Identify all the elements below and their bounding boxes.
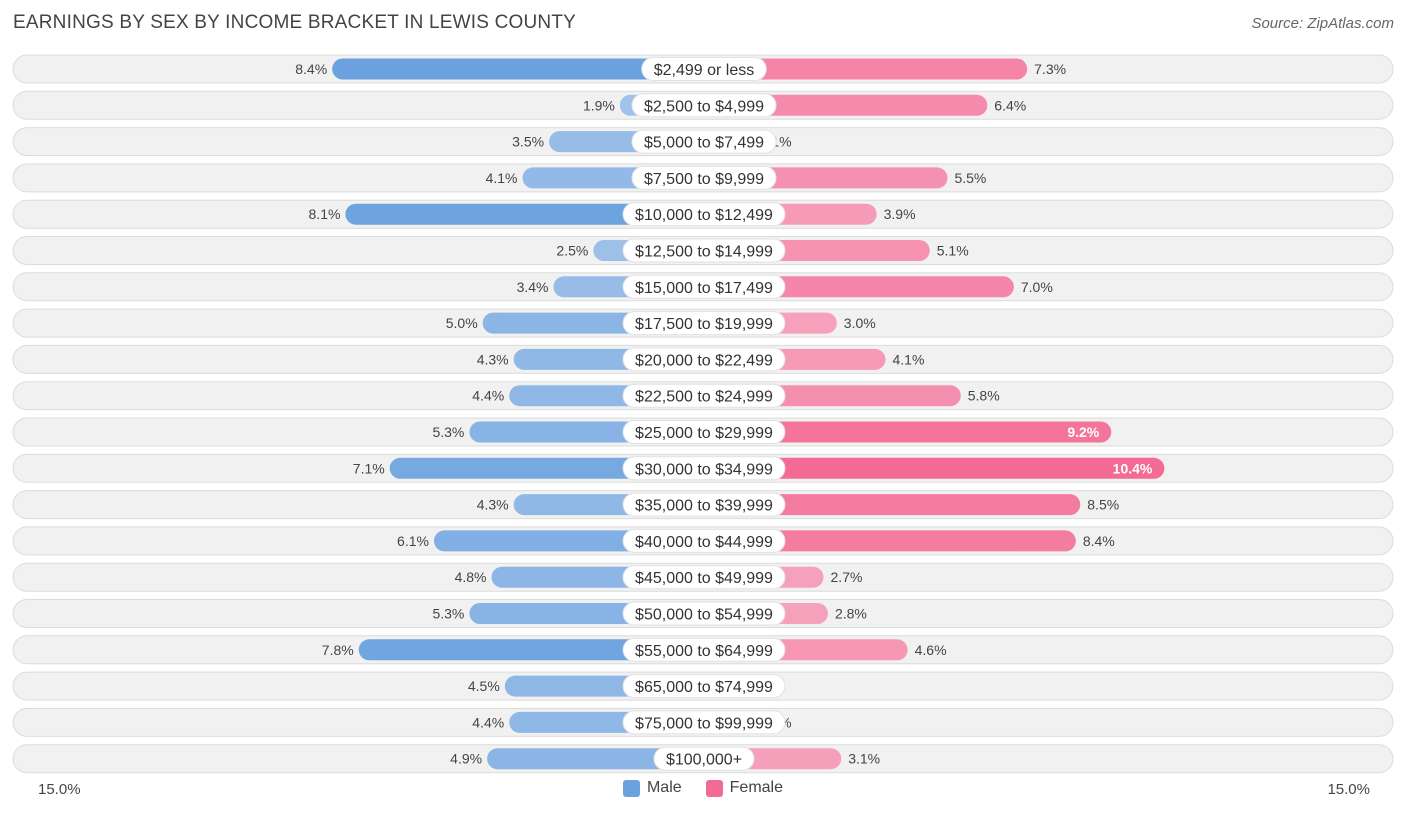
category-label: $20,000 to $22,499 <box>635 352 773 369</box>
value-label-male: 4.9% <box>450 751 482 767</box>
category-pill <box>622 637 786 662</box>
category-label: $30,000 to $34,999 <box>635 461 773 478</box>
value-label-male: 4.8% <box>455 569 487 585</box>
legend-swatch-female <box>705 779 723 797</box>
legend-swatch-male <box>622 779 640 797</box>
category-label: $35,000 to $39,999 <box>635 498 773 515</box>
category-pill <box>622 601 786 626</box>
value-label-male: 1.9% <box>583 97 615 113</box>
value-label-male: 5.3% <box>432 424 464 440</box>
category-pill <box>641 57 767 81</box>
value-label-male: 4.3% <box>477 351 509 367</box>
value-label-female: 2.8% <box>835 606 867 622</box>
category-pill <box>622 238 786 263</box>
source-credit: Source: ZipAtlas.com <box>1251 15 1394 32</box>
value-label-male: 4.5% <box>468 678 500 694</box>
category-label: $17,500 to $19,999 <box>635 316 773 333</box>
value-label-female: 5.5% <box>954 170 986 186</box>
value-label-female: 8.4% <box>1083 533 1115 549</box>
chart-title: EARNINGS BY SEX BY INCOME BRACKET IN LEW… <box>13 12 577 33</box>
value-label-female: 10.4% <box>1113 460 1153 476</box>
value-label-male: 6.1% <box>397 533 429 549</box>
category-label: $45,000 to $49,999 <box>635 570 773 587</box>
category-pill <box>622 202 786 227</box>
value-label-female: 2.7% <box>831 569 863 585</box>
value-label-male: 8.1% <box>309 206 341 222</box>
bar-female <box>694 58 1028 80</box>
bar-female <box>694 530 1076 552</box>
legend-label-male: Male <box>646 779 682 796</box>
category-pill <box>622 347 786 372</box>
category-pill <box>622 420 786 444</box>
value-label-male: 3.5% <box>512 134 544 150</box>
value-label-female: 4.6% <box>915 642 947 658</box>
value-label-female: 3.0% <box>844 315 876 331</box>
category-pill <box>622 456 786 481</box>
category-label: $22,500 to $24,999 <box>635 389 773 406</box>
value-label-male: 7.8% <box>322 642 354 658</box>
category-pill <box>653 746 755 771</box>
category-label: $25,000 to $29,999 <box>635 425 773 442</box>
category-label: $10,000 to $12,499 <box>635 207 773 224</box>
bar-male <box>332 58 714 80</box>
value-label-male: 3.4% <box>517 279 549 295</box>
value-label-male: 4.4% <box>472 388 504 404</box>
category-pill <box>631 165 777 190</box>
category-pill <box>622 274 786 299</box>
value-label-female: 3.1% <box>848 751 880 767</box>
value-label-female: 3.9% <box>884 206 916 222</box>
value-label-female: 9.2% <box>1067 424 1099 440</box>
category-pill <box>622 528 786 553</box>
value-label-female: 8.5% <box>1087 497 1119 513</box>
value-label-female: 7.0% <box>1021 279 1053 295</box>
value-label-female: 5.8% <box>968 388 1000 404</box>
category-pill <box>622 674 786 699</box>
category-pill <box>622 565 786 590</box>
category-label: $50,000 to $54,999 <box>635 607 773 624</box>
bar-female <box>694 421 1112 443</box>
category-pill <box>631 93 777 118</box>
bar-female <box>694 457 1165 479</box>
value-label-male: 7.1% <box>353 460 385 476</box>
category-label: $12,500 to $14,999 <box>635 244 773 261</box>
value-label-male: 4.3% <box>477 497 509 513</box>
axis-left-label: 15.0% <box>38 781 81 798</box>
value-label-male: 4.4% <box>472 714 504 730</box>
value-label-female: 7.3% <box>1034 61 1066 77</box>
category-pill <box>622 492 786 517</box>
category-label: $65,000 to $74,999 <box>635 679 773 696</box>
category-label: $75,000 to $99,999 <box>635 715 773 732</box>
value-label-male: 5.0% <box>446 315 478 331</box>
value-label-male: 5.3% <box>432 606 464 622</box>
bar-male <box>345 203 714 225</box>
legend-label-female: Female <box>729 779 784 796</box>
category-pill <box>622 311 786 336</box>
category-label: $2,499 or less <box>654 62 755 79</box>
bar-female <box>694 494 1081 516</box>
category-label: $100,000+ <box>666 752 742 769</box>
value-label-male: 2.5% <box>556 243 588 259</box>
category-label: $55,000 to $64,999 <box>635 643 773 660</box>
chart-area: 8.4% 7.3% $2,499 or less 1.9% 6.4% $2,500 to … <box>12 54 1394 774</box>
legend: Male Female <box>0 779 1406 797</box>
category-label: $5,000 to $7,499 <box>644 135 764 152</box>
category-label: $2,500 to $4,999 <box>644 98 764 115</box>
category-label: $7,500 to $9,999 <box>644 171 764 188</box>
value-label-male: 8.4% <box>295 61 327 77</box>
value-label-female: 4.1% <box>892 351 924 367</box>
category-pill <box>631 129 777 154</box>
category-pill <box>622 710 786 735</box>
axis-right-label: 15.0% <box>1327 781 1370 798</box>
category-label: $40,000 to $44,999 <box>635 534 773 551</box>
value-label-female: 6.4% <box>994 97 1026 113</box>
category-pill <box>622 383 786 408</box>
legend-item-female: Female <box>705 779 784 797</box>
category-label: $15,000 to $17,499 <box>635 280 773 297</box>
legend-item-male: Male <box>622 779 682 797</box>
value-label-female: 5.1% <box>937 243 969 259</box>
value-label-male: 4.1% <box>486 170 518 186</box>
